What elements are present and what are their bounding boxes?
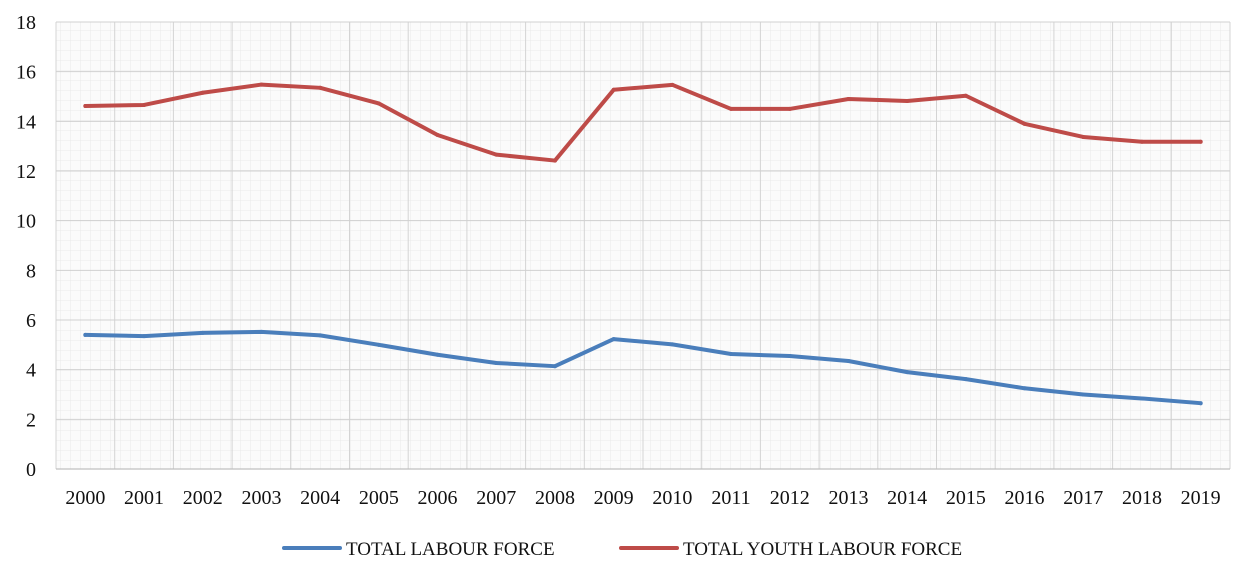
data-point <box>1081 134 1086 139</box>
data-point <box>142 102 147 107</box>
data-point <box>83 103 88 108</box>
data-point <box>494 152 499 157</box>
x-tick-label: 2005 <box>359 487 399 509</box>
y-tick-label: 4 <box>26 360 36 382</box>
data-point <box>1139 396 1144 401</box>
data-point <box>670 82 675 87</box>
horizontal-gridlines <box>56 21 1230 420</box>
x-tick-label: 2013 <box>828 487 868 509</box>
legend: TOTAL LABOUR FORCE TOTAL YOUTH LABOUR FOR… <box>282 539 962 560</box>
series-line-1 <box>83 329 1203 406</box>
x-tick-label: 2009 <box>594 487 634 509</box>
y-tick-label: 6 <box>26 310 36 332</box>
x-tick-label: 2016 <box>1005 487 1045 509</box>
y-tick-label: 2 <box>26 409 36 431</box>
legend-label-2: TOTAL YOUTH LABOUR FORCE <box>683 539 962 560</box>
data-point <box>963 93 968 98</box>
y-tick-label: 10 <box>16 211 36 233</box>
data-point <box>494 360 499 365</box>
data-point <box>552 158 557 163</box>
data-point <box>670 342 675 347</box>
data-point <box>846 96 851 101</box>
x-tick-label: 2015 <box>946 487 986 509</box>
data-point <box>259 82 264 87</box>
data-point <box>376 342 381 347</box>
x-tick-label: 2019 <box>1181 487 1221 509</box>
data-point <box>435 352 440 357</box>
data-point <box>963 377 968 382</box>
y-tick-label: 16 <box>16 62 36 84</box>
x-tick-label: 2011 <box>711 487 750 509</box>
y-tick-label: 8 <box>26 260 36 282</box>
x-tick-label: 2004 <box>300 487 340 509</box>
y-tick-label: 18 <box>16 12 36 34</box>
x-tick-label: 2000 <box>65 487 105 509</box>
data-point <box>1198 139 1203 144</box>
data-point <box>729 106 734 111</box>
data-point <box>905 98 910 103</box>
data-point <box>376 101 381 106</box>
data-point <box>1022 386 1027 391</box>
x-tick-label: 2003 <box>241 487 281 509</box>
data-point <box>318 85 323 90</box>
data-point <box>905 370 910 375</box>
x-tick-label: 2010 <box>652 487 692 509</box>
x-tick-label: 2018 <box>1122 487 1162 509</box>
data-point <box>200 330 205 335</box>
x-tick-label: 2002 <box>183 487 223 509</box>
x-tick-labels: 2000 2001 2002 2003 2004 2005 2006 2007 2008 2009… <box>65 487 1220 509</box>
data-point <box>259 329 264 334</box>
data-point <box>611 87 616 92</box>
data-point <box>200 90 205 95</box>
y-tick-label: 14 <box>16 111 36 133</box>
data-point <box>729 352 734 357</box>
data-point <box>1022 121 1027 126</box>
x-tick-label: 2008 <box>535 487 575 509</box>
x-tick-label: 2012 <box>770 487 810 509</box>
x-tick-label: 2014 <box>887 487 927 509</box>
x-tick-label: 2007 <box>476 487 516 509</box>
data-point <box>1081 392 1086 397</box>
x-tick-label: 2006 <box>418 487 458 509</box>
data-point <box>1139 139 1144 144</box>
data-point <box>83 332 88 337</box>
series-lines <box>83 82 1203 406</box>
data-point <box>611 337 616 342</box>
y-tick-label: 0 <box>26 459 36 481</box>
data-point <box>846 358 851 363</box>
data-point <box>1198 401 1203 406</box>
data-point <box>787 106 792 111</box>
y-tick-labels: 0 2 4 6 8 10 12 14 16 18 <box>16 12 36 481</box>
data-point <box>142 334 147 339</box>
y-tick-label: 12 <box>16 161 36 183</box>
data-point <box>435 132 440 137</box>
data-point <box>318 333 323 338</box>
x-tick-label: 2017 <box>1063 487 1103 509</box>
data-point <box>552 364 557 369</box>
legend-label-1: TOTAL LABOUR FORCE <box>346 539 555 560</box>
x-tick-label: 2001 <box>124 487 164 509</box>
data-point <box>787 354 792 359</box>
series-line-2 <box>83 82 1203 163</box>
